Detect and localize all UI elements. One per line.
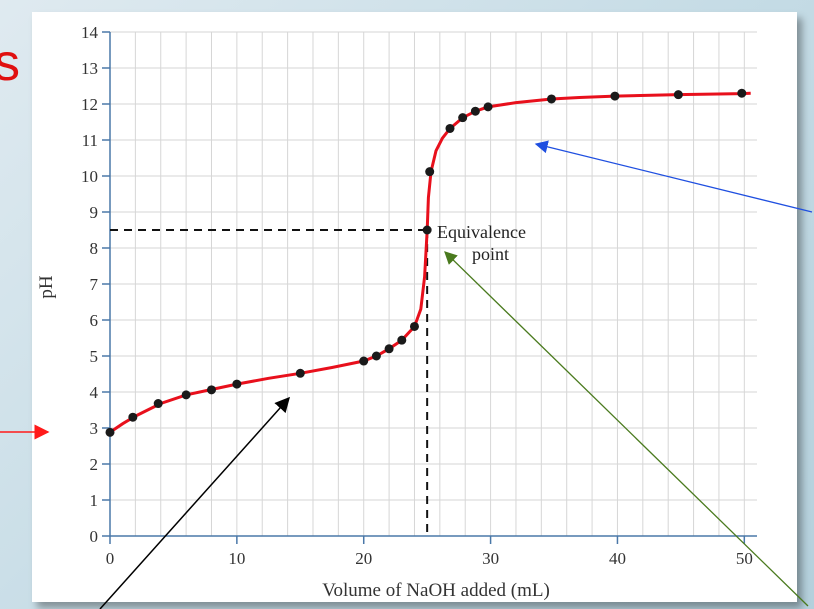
- x-tick-label: 20: [355, 549, 372, 568]
- black-arrow: [99, 396, 291, 609]
- y-tick-label: 14: [81, 23, 99, 42]
- green-arrow: [444, 251, 809, 607]
- y-tick-label: 5: [90, 347, 99, 366]
- y-tick-label: 6: [90, 311, 99, 330]
- x-axis-title: Volume of NaOH added (mL): [322, 580, 550, 601]
- data-point: [673, 90, 683, 100]
- data-point: [232, 379, 242, 389]
- data-point: [105, 427, 115, 437]
- data-point: [397, 335, 407, 345]
- data-point: [206, 385, 216, 395]
- y-tick-label: 11: [82, 131, 98, 150]
- data-point: [371, 351, 381, 361]
- blue-arrow: [534, 140, 813, 213]
- y-tick-label: 0: [90, 527, 99, 546]
- y-tick-label: 3: [90, 419, 99, 438]
- equivalence-label-line1: Equivalence: [437, 222, 526, 242]
- y-tick-label: 2: [90, 455, 99, 474]
- data-point: [384, 344, 394, 354]
- x-tick-label: 40: [609, 549, 626, 568]
- grid-lines: [110, 31, 757, 536]
- y-tick-label: 7: [90, 275, 99, 294]
- x-tick-label: 0: [106, 549, 115, 568]
- equivalence-guides: [110, 229, 429, 536]
- data-points: [105, 88, 747, 437]
- data-point: [359, 356, 369, 366]
- data-point: [483, 102, 493, 112]
- data-point: [425, 167, 435, 177]
- data-point: [153, 399, 163, 409]
- data-point: [445, 123, 455, 133]
- y-tick-label: 10: [81, 167, 98, 186]
- slide-title-fragment: s: [0, 34, 20, 92]
- data-point: [295, 368, 305, 378]
- data-point: [458, 113, 468, 123]
- data-point: [128, 412, 138, 422]
- y-tick-label: 4: [90, 383, 99, 402]
- y-tick-label: 13: [81, 59, 98, 78]
- y-tick-label: 9: [90, 203, 99, 222]
- data-point: [422, 225, 432, 235]
- x-tick-label: 30: [482, 549, 499, 568]
- x-tick-label: 50: [736, 549, 753, 568]
- data-point: [546, 94, 556, 104]
- data-point: [181, 390, 191, 400]
- y-axis-title: pH: [36, 275, 57, 299]
- y-tick-label: 1: [90, 491, 99, 510]
- y-tick-label: 8: [90, 239, 99, 258]
- data-point: [610, 91, 620, 101]
- x-tick-label: 10: [228, 549, 245, 568]
- data-point: [737, 88, 747, 98]
- y-tick-label: 12: [81, 95, 98, 114]
- axes: [102, 31, 757, 544]
- data-point: [470, 106, 480, 116]
- equivalence-label-line2: point: [472, 244, 509, 264]
- titration-curve: [109, 91, 751, 434]
- data-point: [409, 321, 419, 331]
